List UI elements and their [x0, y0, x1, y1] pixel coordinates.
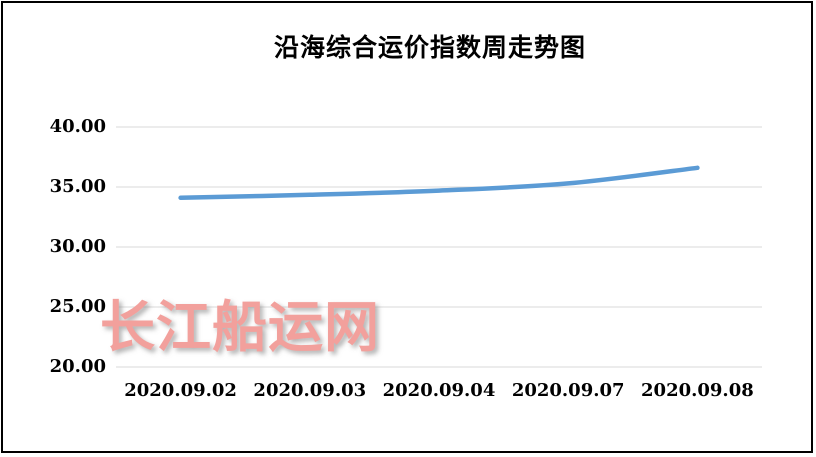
y-tick-label: 40.00 [49, 116, 106, 137]
y-tick-label: 30.00 [49, 236, 106, 257]
y-tick-label: 20.00 [49, 356, 106, 377]
x-tick-label: 2020.09.03 [253, 380, 367, 401]
x-tick-label: 2020.09.04 [382, 380, 496, 401]
x-tick-label: 2020.09.07 [511, 380, 625, 401]
x-tick-label: 2020.09.08 [641, 380, 754, 401]
y-tick-label: 25.00 [49, 296, 106, 317]
series-line [178, 165, 700, 201]
chart-title: 沿海综合运价指数周走势图 [273, 33, 586, 62]
y-tick-label: 35.00 [49, 176, 106, 197]
x-tick-label: 2020.09.02 [124, 380, 237, 401]
